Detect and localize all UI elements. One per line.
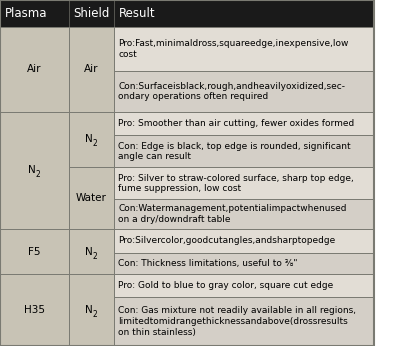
Text: Shield: Shield <box>74 7 110 20</box>
Text: 2: 2 <box>93 252 98 261</box>
Bar <box>0 0 69 27</box>
Text: N: N <box>28 165 35 175</box>
Text: Con: Thickness limitations, useful to ⅜": Con: Thickness limitations, useful to ⅜" <box>118 259 298 268</box>
Bar <box>114 0 374 27</box>
Bar <box>0 111 69 229</box>
Bar <box>0 274 69 346</box>
Bar <box>114 27 374 71</box>
Bar <box>114 297 374 346</box>
Text: Con: Edge is black, top edge is rounded, significant
angle can result: Con: Edge is black, top edge is rounded,… <box>118 142 351 161</box>
Text: N: N <box>84 305 92 315</box>
Text: Pro: Silver to straw-colored surface, sharp top edge,
fume suppression, low cost: Pro: Silver to straw-colored surface, sh… <box>118 174 354 193</box>
Bar <box>69 229 114 274</box>
Text: Water: Water <box>76 193 107 203</box>
Bar <box>114 274 374 297</box>
Bar <box>69 167 114 229</box>
Text: Air: Air <box>27 64 42 74</box>
Bar <box>114 229 374 253</box>
Text: 2: 2 <box>93 310 98 319</box>
Bar <box>0 229 69 274</box>
Bar <box>114 199 374 229</box>
Text: 2: 2 <box>93 139 98 148</box>
Text: Pro:Fast,minimaldross,squareedge,inexpensive,low
cost: Pro:Fast,minimaldross,squareedge,inexpen… <box>118 39 349 59</box>
Text: Air: Air <box>84 64 99 74</box>
Text: N: N <box>84 247 92 257</box>
Bar <box>69 0 114 27</box>
Text: Pro:Silvercolor,goodcutangles,andsharptopedge: Pro:Silvercolor,goodcutangles,andsharpto… <box>118 236 336 245</box>
Bar <box>0 27 69 111</box>
Text: Plasma: Plasma <box>4 7 47 20</box>
Text: Result: Result <box>118 7 155 20</box>
Text: Con:Watermanagement,potentialimpactwhenused
on a dry/downdraft table: Con:Watermanagement,potentialimpactwhenu… <box>118 204 347 224</box>
Text: H35: H35 <box>24 305 45 315</box>
Bar <box>69 27 114 111</box>
Text: 2: 2 <box>36 170 40 179</box>
Text: Pro: Gold to blue to gray color, square cut edge: Pro: Gold to blue to gray color, square … <box>118 281 334 290</box>
Bar <box>114 253 374 274</box>
Bar <box>69 274 114 346</box>
Text: F5: F5 <box>28 247 41 257</box>
Bar <box>69 111 114 167</box>
Bar <box>114 71 374 111</box>
Bar <box>114 111 374 135</box>
Bar <box>114 135 374 167</box>
Text: N: N <box>84 135 92 145</box>
Text: Pro: Smoother than air cutting, fewer oxides formed: Pro: Smoother than air cutting, fewer ox… <box>118 119 355 128</box>
Text: Con:Surfaceisblack,rough,andheavilyoxidized,sec-
ondary operations often require: Con:Surfaceisblack,rough,andheavilyoxidi… <box>118 82 346 101</box>
Bar <box>114 167 374 199</box>
Text: Con: Gas mixture not readily available in all regions,
limitedtomidrangethicknes: Con: Gas mixture not readily available i… <box>118 306 356 337</box>
